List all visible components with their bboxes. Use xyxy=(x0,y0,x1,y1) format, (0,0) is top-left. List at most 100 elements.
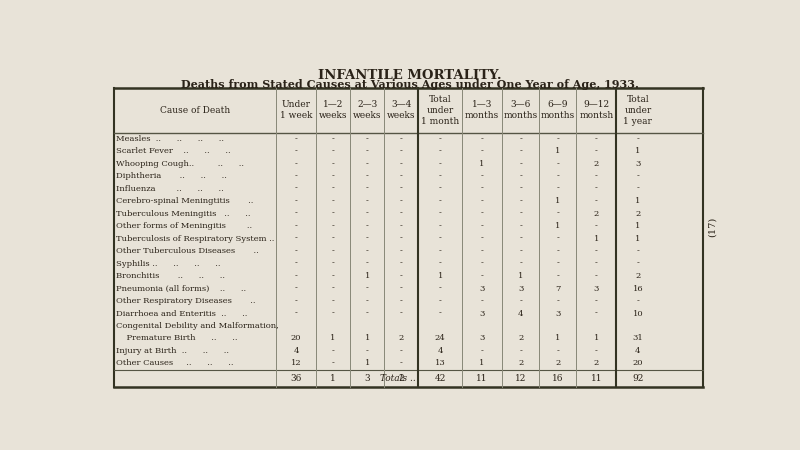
Text: -: - xyxy=(294,135,298,143)
Text: -: - xyxy=(481,234,483,243)
Text: 1: 1 xyxy=(635,222,641,230)
Text: -: - xyxy=(366,260,369,268)
Text: Tuberculosis of Respiratory System ..: Tuberculosis of Respiratory System .. xyxy=(116,234,274,243)
Text: 3: 3 xyxy=(518,284,523,292)
Text: (17): (17) xyxy=(708,217,717,238)
Text: -: - xyxy=(400,297,403,305)
Text: -: - xyxy=(366,197,369,205)
Text: -: - xyxy=(556,135,559,143)
Text: 1: 1 xyxy=(365,334,370,342)
Text: -: - xyxy=(439,297,442,305)
Text: 1: 1 xyxy=(555,147,561,155)
Text: -: - xyxy=(366,310,369,318)
Text: 3: 3 xyxy=(479,284,485,292)
Text: 1—3
months: 1—3 months xyxy=(465,100,499,120)
Text: -: - xyxy=(595,272,598,280)
Text: -: - xyxy=(332,297,334,305)
Text: -: - xyxy=(366,135,369,143)
Text: Other Causes     ..      ..      ..: Other Causes .. .. .. xyxy=(116,360,234,368)
Text: -: - xyxy=(400,172,403,180)
Text: 1: 1 xyxy=(635,234,641,243)
Text: -: - xyxy=(439,210,442,218)
Text: -: - xyxy=(332,147,334,155)
Text: -: - xyxy=(519,222,522,230)
Text: 16: 16 xyxy=(633,284,643,292)
Text: -: - xyxy=(519,234,522,243)
Text: -: - xyxy=(519,184,522,193)
Text: -: - xyxy=(366,284,369,292)
Text: 1: 1 xyxy=(479,160,485,168)
Text: 1: 1 xyxy=(479,360,485,368)
Text: 2: 2 xyxy=(635,272,641,280)
Text: 2: 2 xyxy=(398,374,404,382)
Text: -: - xyxy=(556,234,559,243)
Text: -: - xyxy=(556,347,559,355)
Text: 1: 1 xyxy=(330,374,336,382)
Text: 16: 16 xyxy=(552,374,563,382)
Text: -: - xyxy=(595,135,598,143)
Text: 2: 2 xyxy=(518,360,523,368)
Text: -: - xyxy=(400,147,403,155)
Text: Whooping Cough..         ..      ..: Whooping Cough.. .. .. xyxy=(116,160,244,168)
Text: -: - xyxy=(481,272,483,280)
Text: -: - xyxy=(332,310,334,318)
Text: -: - xyxy=(400,260,403,268)
Text: 2: 2 xyxy=(555,360,560,368)
Text: -: - xyxy=(294,247,298,255)
Text: -: - xyxy=(556,172,559,180)
Text: Diphtheria       ..      ..      ..: Diphtheria .. .. .. xyxy=(116,172,227,180)
Text: 2: 2 xyxy=(594,360,599,368)
Text: -: - xyxy=(595,347,598,355)
Text: -: - xyxy=(519,247,522,255)
Text: Bronchitis       ..      ..      ..: Bronchitis .. .. .. xyxy=(116,272,226,280)
Text: -: - xyxy=(481,297,483,305)
Text: -: - xyxy=(637,184,639,193)
Text: Cerebro-spinal Meningtitis       ..: Cerebro-spinal Meningtitis .. xyxy=(116,197,254,205)
Text: -: - xyxy=(519,347,522,355)
Text: -: - xyxy=(400,272,403,280)
Text: 7: 7 xyxy=(555,284,561,292)
Text: Influenza        ..      ..      ..: Influenza .. .. .. xyxy=(116,184,224,193)
Text: -: - xyxy=(556,184,559,193)
Text: -: - xyxy=(332,172,334,180)
Text: 3: 3 xyxy=(479,310,485,318)
Text: -: - xyxy=(366,210,369,218)
Text: -: - xyxy=(439,184,442,193)
Text: -: - xyxy=(481,147,483,155)
Text: -: - xyxy=(332,197,334,205)
Text: -: - xyxy=(400,184,403,193)
Text: -: - xyxy=(366,172,369,180)
Text: 4: 4 xyxy=(294,347,298,355)
Text: 2—3
weeks: 2—3 weeks xyxy=(353,100,382,120)
Text: -: - xyxy=(556,160,559,168)
Text: -: - xyxy=(637,297,639,305)
Text: -: - xyxy=(519,197,522,205)
Text: -: - xyxy=(519,160,522,168)
Text: 31: 31 xyxy=(633,334,643,342)
Text: -: - xyxy=(439,247,442,255)
Text: -: - xyxy=(556,210,559,218)
Text: -: - xyxy=(400,234,403,243)
Text: 42: 42 xyxy=(434,374,446,382)
Text: -: - xyxy=(294,310,298,318)
Text: -: - xyxy=(400,210,403,218)
Text: Other Respiratory Diseases       ..: Other Respiratory Diseases .. xyxy=(116,297,256,305)
Text: 2: 2 xyxy=(635,210,641,218)
Text: -: - xyxy=(595,172,598,180)
Text: Pneumonia (all forms)    ..      ..: Pneumonia (all forms) .. .. xyxy=(116,284,246,292)
Text: -: - xyxy=(439,172,442,180)
Text: Premature Birth      ..      ..: Premature Birth .. .. xyxy=(116,334,238,342)
Text: -: - xyxy=(400,247,403,255)
Text: -: - xyxy=(439,260,442,268)
Text: 4: 4 xyxy=(635,347,641,355)
Text: -: - xyxy=(366,147,369,155)
Text: -: - xyxy=(366,160,369,168)
Text: Tuberculous Meningitis   ..      ..: Tuberculous Meningitis .. .. xyxy=(116,210,250,218)
Text: -: - xyxy=(294,222,298,230)
Text: -: - xyxy=(439,310,442,318)
Text: -: - xyxy=(595,310,598,318)
Text: Other forms of Meningitis        ..: Other forms of Meningitis .. xyxy=(116,222,253,230)
Text: -: - xyxy=(400,284,403,292)
Text: Measles  ..      ..      ..      ..: Measles .. .. .. .. xyxy=(116,135,224,143)
Text: -: - xyxy=(366,222,369,230)
